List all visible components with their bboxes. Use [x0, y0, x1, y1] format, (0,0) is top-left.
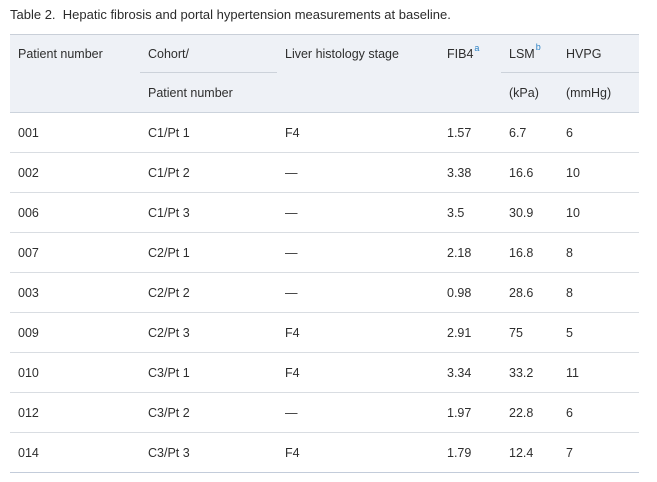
cell-cohort-patient: C1/Pt 1 [148, 125, 190, 140]
cell-cohort-patient: C2/Pt 2 [148, 285, 190, 300]
cell-patient-number: 007 [18, 245, 39, 260]
cell-patient-number: 006 [18, 205, 39, 220]
cell-histology-stage: — [285, 165, 298, 180]
table-body: 001 C1/Pt 1 F4 1.57 6.7 6 002 C1/Pt 2 — … [10, 113, 639, 473]
cell-patient-number: 012 [18, 405, 39, 420]
cell-hvpg: 11 [566, 365, 579, 380]
cell-fib4: 1.57 [447, 125, 472, 140]
col-header-fib4-label: FIB4 [447, 47, 474, 61]
cell-fib4: 2.18 [447, 245, 472, 260]
col-header-lsm-unit: (kPa) [509, 85, 539, 100]
table-row: 009 C2/Pt 3 F4 2.91 75 5 [10, 313, 639, 353]
table-row: 012 C3/Pt 2 — 1.97 22.8 6 [10, 393, 639, 433]
cell-patient-number: 014 [18, 445, 39, 460]
cell-lsm: 12.4 [509, 445, 534, 460]
col-header-cohort-line2: Patient number [148, 85, 233, 100]
cell-hvpg: 6 [566, 405, 573, 420]
footnote-a-link[interactable]: a [474, 42, 480, 53]
cell-cohort-patient: C1/Pt 2 [148, 165, 190, 180]
cell-histology-stage: F4 [285, 365, 300, 380]
cell-patient-number: 002 [18, 165, 39, 180]
cell-hvpg: 8 [566, 285, 573, 300]
cell-cohort-patient: C3/Pt 2 [148, 405, 190, 420]
table-row: 007 C2/Pt 1 — 2.18 16.8 8 [10, 233, 639, 273]
col-header-fib4: FIB4 a [439, 35, 501, 73]
cell-fib4: 3.38 [447, 165, 472, 180]
col-header-patient-number: Patient number [18, 47, 103, 61]
cell-cohort-patient: C3/Pt 3 [148, 445, 190, 460]
cell-fib4: 3.34 [447, 365, 472, 380]
table-row: 001 C1/Pt 1 F4 1.57 6.7 6 [10, 113, 639, 153]
header-spacer [439, 73, 501, 112]
cell-hvpg: 6 [566, 125, 573, 140]
cell-hvpg: 7 [566, 445, 573, 460]
table-row: 010 C3/Pt 1 F4 3.34 33.2 11 [10, 353, 639, 393]
cell-histology-stage: — [285, 245, 298, 260]
footnote-b-link[interactable]: b [535, 42, 541, 52]
header-row-1: Patient number Cohort/ Liver histology s… [10, 35, 639, 73]
table-row: 003 C2/Pt 2 — 0.98 28.6 8 [10, 273, 639, 313]
header-spacer [10, 73, 140, 112]
table-row: 014 C3/Pt 3 F4 1.79 12.4 7 [10, 433, 639, 473]
cell-hvpg: 5 [566, 325, 573, 340]
table-header: Patient number Cohort/ Liver histology s… [10, 34, 639, 113]
table-row: 006 C1/Pt 3 — 3.5 30.9 10 [10, 193, 639, 233]
cell-histology-stage: — [285, 285, 298, 300]
col-header-lsm-label: LSM [509, 46, 535, 61]
cell-lsm: 75 [509, 325, 523, 340]
cell-hvpg: 10 [566, 165, 580, 180]
cell-patient-number: 009 [18, 325, 39, 340]
cell-fib4: 1.97 [447, 405, 472, 420]
cell-fib4: 2.91 [447, 325, 472, 340]
cell-cohort-patient: C2/Pt 3 [148, 325, 190, 340]
cell-histology-stage: F4 [285, 325, 300, 340]
cell-fib4: 3.5 [447, 205, 465, 220]
cell-fib4: 1.79 [447, 445, 472, 460]
col-header-hvpg-unit: (mmHg) [566, 85, 612, 100]
cell-histology-stage: — [285, 405, 298, 420]
cell-hvpg: 10 [566, 205, 580, 220]
cell-cohort-patient: C1/Pt 3 [148, 205, 190, 220]
cell-cohort-patient: C3/Pt 1 [148, 365, 190, 380]
cell-hvpg: 8 [566, 245, 573, 260]
cell-patient-number: 001 [18, 125, 39, 140]
cell-lsm: 30.9 [509, 205, 534, 220]
cell-lsm: 22.8 [509, 405, 534, 420]
table-row: 002 C1/Pt 2 — 3.38 16.6 10 [10, 153, 639, 193]
cell-cohort-patient: C2/Pt 1 [148, 245, 190, 260]
col-header-cohort-label: Cohort/ [148, 46, 189, 61]
col-header-hvpg: HVPG [558, 35, 639, 73]
header-spacer [277, 73, 439, 112]
col-header-histology: Liver histology stage [285, 47, 399, 61]
cell-fib4: 0.98 [447, 285, 472, 300]
cell-histology-stage: F4 [285, 445, 300, 460]
cell-histology-stage: — [285, 205, 298, 220]
cell-histology-stage: F4 [285, 125, 300, 140]
cell-lsm: 16.8 [509, 245, 534, 260]
cell-patient-number: 003 [18, 285, 39, 300]
table-caption: Table 2. Hepatic fibrosis and portal hyp… [10, 7, 451, 22]
cell-patient-number: 010 [18, 365, 39, 380]
col-header-cohort: Cohort/ [140, 35, 277, 73]
col-header-lsm: LSM b [501, 35, 558, 73]
cell-lsm: 6.7 [509, 125, 527, 140]
cell-lsm: 28.6 [509, 285, 534, 300]
header-row-2: Patient number (kPa) (mmHg) [10, 73, 639, 112]
cell-lsm: 16.6 [509, 165, 534, 180]
data-table: Patient number Cohort/ Liver histology s… [10, 34, 639, 473]
cell-lsm: 33.2 [509, 365, 534, 380]
